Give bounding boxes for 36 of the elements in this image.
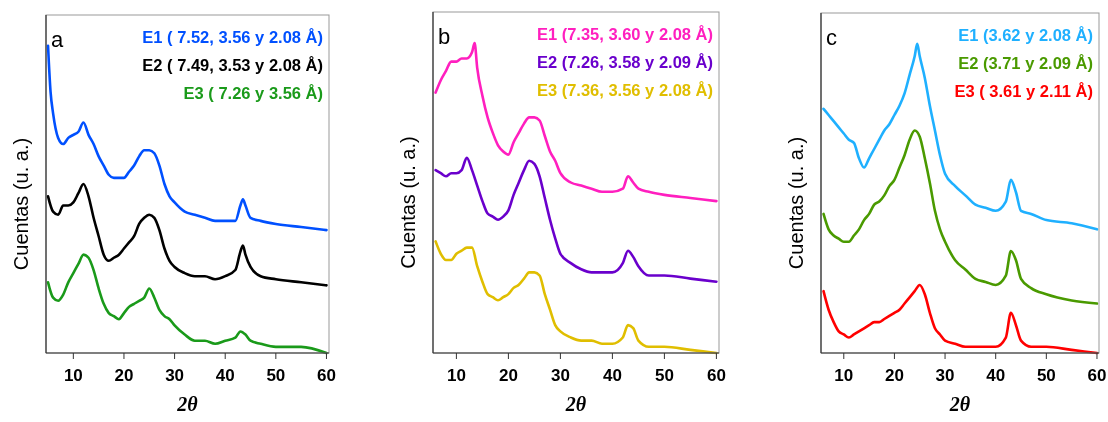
x-axis-title: 2θ [564, 393, 587, 415]
x-tick-label: 30 [165, 366, 185, 385]
x-tick-label: 60 [1087, 366, 1107, 385]
y-axis-title: Cuentas (u. a.) [397, 136, 419, 269]
y-axis-title: Cuentas (u. a.) [10, 137, 32, 271]
x-tick-label: 40 [215, 366, 235, 385]
x-tick-label: 30 [935, 366, 955, 385]
x-tick-label: 20 [498, 366, 518, 385]
x-tick-label: 40 [602, 366, 622, 385]
x-axis-title: 2θ [948, 393, 971, 415]
x-axis-title: 2θ [176, 393, 199, 415]
annotation: c [826, 25, 837, 50]
text: E1 (7.35, 3.60 y 2.08 Å) [536, 25, 713, 43]
x-tick-label: 60 [317, 366, 336, 385]
x-tick-label: 10 [446, 366, 466, 385]
x-tick-label: 50 [654, 366, 674, 385]
x-tick-label: 20 [114, 366, 134, 385]
text: E3 (7.36, 3.56 y 2.08 Å) [536, 81, 713, 99]
x-tick-label: 20 [884, 366, 904, 385]
text: E1 ( 7.52, 3.56 y 2.08 Å) [142, 28, 323, 46]
x-tick-label: 50 [266, 366, 286, 385]
x-tick-label: 40 [986, 366, 1006, 385]
x-tick-label: 30 [550, 366, 570, 385]
x-tick-label: 10 [63, 366, 83, 385]
text: E1 (3.62 y 2.08 Å) [958, 26, 1093, 44]
annotation: b [438, 24, 451, 49]
annotation: a [51, 27, 64, 52]
text: E2 (7.26, 3.58 y 2.09 Å) [536, 53, 713, 71]
y-axis-title: Cuentas (u. a.) [785, 136, 807, 270]
text: E2 (3.71 y 2.09 Å) [958, 54, 1093, 72]
text: E3 ( 3.61 y 2.11 Å) [954, 82, 1093, 100]
x-tick-label: 60 [706, 366, 726, 385]
x-tick-label: 10 [834, 366, 854, 385]
text: E3 ( 7.26 y 3.56 Å) [183, 84, 323, 102]
text: E2 ( 7.49, 3.53 y 2.08 Å) [142, 56, 323, 74]
x-tick-label: 50 [1036, 366, 1056, 385]
